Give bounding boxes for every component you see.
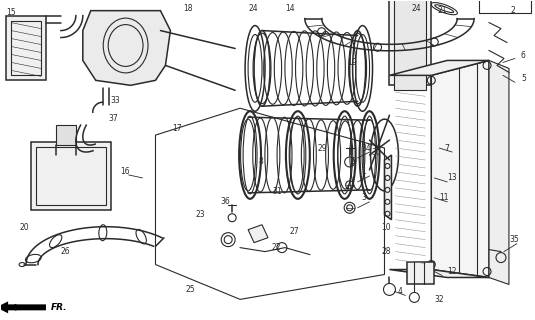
FancyArrow shape <box>0 301 46 313</box>
Text: FR.: FR. <box>51 303 67 312</box>
Text: 21: 21 <box>437 6 447 15</box>
Polygon shape <box>385 155 392 220</box>
Bar <box>389 0 431 85</box>
Text: 34: 34 <box>362 144 371 153</box>
Text: 29: 29 <box>318 144 327 153</box>
Text: 33: 33 <box>111 96 120 105</box>
Polygon shape <box>407 261 434 284</box>
Text: 6: 6 <box>521 51 526 60</box>
Text: 28: 28 <box>381 247 391 256</box>
Text: 13: 13 <box>447 173 457 182</box>
Text: 10: 10 <box>381 223 391 232</box>
Text: 18: 18 <box>184 4 193 13</box>
Polygon shape <box>248 225 268 243</box>
Text: 31: 31 <box>272 188 281 196</box>
Text: 7: 7 <box>444 144 449 153</box>
Polygon shape <box>489 60 509 284</box>
Text: 20: 20 <box>19 223 29 232</box>
Polygon shape <box>389 60 489 76</box>
Text: 8: 8 <box>258 157 263 166</box>
Bar <box>479 0 531 13</box>
Text: 5: 5 <box>521 74 526 83</box>
Polygon shape <box>6 16 46 80</box>
Text: 30: 30 <box>371 148 381 156</box>
Text: 19: 19 <box>348 58 357 67</box>
Text: 3: 3 <box>362 193 366 202</box>
Text: 23: 23 <box>195 210 205 219</box>
Text: 24: 24 <box>248 4 258 13</box>
Text: 35: 35 <box>509 235 519 244</box>
Text: 12: 12 <box>447 267 457 276</box>
Bar <box>31 142 111 210</box>
Text: 27: 27 <box>290 227 300 236</box>
Polygon shape <box>431 60 489 277</box>
Bar <box>56 125 76 145</box>
Bar <box>36 147 106 205</box>
Text: 1: 1 <box>362 167 366 176</box>
Text: 36: 36 <box>220 197 230 206</box>
Text: 25: 25 <box>185 285 195 294</box>
Text: 17: 17 <box>172 124 182 132</box>
Text: 24: 24 <box>411 4 421 13</box>
Text: 9: 9 <box>351 157 356 166</box>
Text: 15: 15 <box>6 8 16 17</box>
Text: 26: 26 <box>61 247 71 256</box>
Text: 11: 11 <box>439 193 449 202</box>
Polygon shape <box>83 11 171 85</box>
Text: 37: 37 <box>109 114 118 123</box>
Text: 32: 32 <box>434 295 444 304</box>
Polygon shape <box>389 269 489 277</box>
Text: 4: 4 <box>398 287 402 296</box>
Text: 2: 2 <box>511 6 516 15</box>
Bar <box>394 0 426 90</box>
Text: 14: 14 <box>285 4 295 13</box>
Text: 22: 22 <box>272 243 281 252</box>
Text: 16: 16 <box>120 167 130 176</box>
